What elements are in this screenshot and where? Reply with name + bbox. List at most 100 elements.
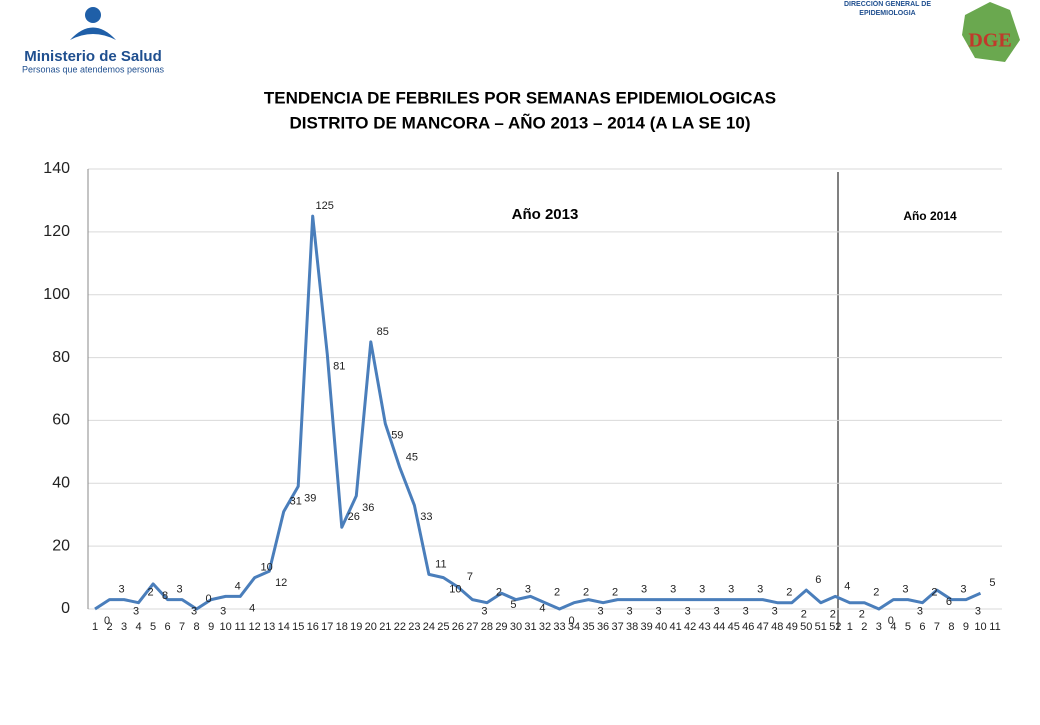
x-tick-label: 13 <box>263 621 275 633</box>
x-tick-label: 36 <box>597 621 609 633</box>
ministry-slogan: Personas que atendemos personas <box>22 64 165 74</box>
data-label: 8 <box>162 590 168 602</box>
x-tick-label: 32 <box>539 621 551 633</box>
x-tick-label: 50 <box>800 621 812 633</box>
x-tick-label: 1 <box>92 621 98 633</box>
data-label: 3 <box>220 605 226 617</box>
data-label: 3 <box>917 605 923 617</box>
x-tick-label: 10 <box>974 621 986 633</box>
data-label: 3 <box>481 605 487 617</box>
x-tick-label: 30 <box>510 621 522 633</box>
x-tick-label: 25 <box>437 621 449 633</box>
x-tick-label: 33 <box>553 621 565 633</box>
data-label: 2 <box>801 609 807 621</box>
data-label: 45 <box>406 451 418 463</box>
x-tick-label: 12 <box>249 621 261 633</box>
data-label: 4 <box>249 602 255 614</box>
data-label: 31 <box>290 495 302 507</box>
data-label: 2 <box>786 587 792 599</box>
agency-name: DIRECCIÓN GENERAL DE EPIDEMIOLOGIA <box>844 1 931 17</box>
x-tick-label: 51 <box>815 621 827 633</box>
data-label: 2 <box>496 587 502 599</box>
data-label: 3 <box>118 583 124 595</box>
data-label: 3 <box>525 583 531 595</box>
x-tick-label: 42 <box>684 621 696 633</box>
x-tick-label: 10 <box>220 621 232 633</box>
x-tick-label: 47 <box>757 621 769 633</box>
y-tick-label: 0 <box>61 600 70 617</box>
data-label: 10 <box>449 583 461 595</box>
data-label: 3 <box>902 583 908 595</box>
data-label: 3 <box>177 583 183 595</box>
x-tick-label: 9 <box>208 621 214 633</box>
dge-logo: DIRECCIÓN GENERAL DE EPIDEMIOLOGIA DGE <box>844 1 1020 62</box>
x-tick-label: 31 <box>524 621 536 633</box>
series-line <box>94 214 982 611</box>
data-label: 0 <box>568 615 574 627</box>
data-label: 6 <box>946 596 952 608</box>
map-shape <box>962 2 1020 62</box>
data-label: 3 <box>757 583 763 595</box>
x-tick-label: 26 <box>452 621 464 633</box>
data-label: 3 <box>714 605 720 617</box>
x-tick-label: 29 <box>495 621 507 633</box>
y-tick-label: 120 <box>43 223 70 240</box>
data-label: 6 <box>815 574 821 586</box>
ministry-logo: Ministerio de Salud Personas que atendem… <box>22 7 165 74</box>
data-label: 7 <box>467 571 473 583</box>
data-label: 59 <box>391 429 403 441</box>
x-tick-label: 16 <box>307 621 319 633</box>
x-tick-label: 11 <box>989 621 1000 633</box>
y-tick-label: 100 <box>43 286 70 303</box>
data-label: 36 <box>362 502 374 514</box>
data-label: 4 <box>844 580 850 592</box>
x-tick-label: 52 <box>829 621 841 633</box>
chart-subtitle: DISTRITO DE MANCORA – AÑO 2013 – 2014 (A… <box>289 112 750 132</box>
y-tick-label: 20 <box>52 537 70 554</box>
data-label: 125 <box>316 200 334 212</box>
x-tick-label: 45 <box>728 621 740 633</box>
year-annotation: Año 2014 <box>903 209 957 223</box>
data-label: 0 <box>104 615 110 627</box>
x-tick-label: 37 <box>611 621 623 633</box>
chart-title: TENDENCIA DE FEBRILES POR SEMANAS EPIDEM… <box>264 88 776 107</box>
x-tick-label: 48 <box>771 621 783 633</box>
x-tick-label: 8 <box>948 621 954 633</box>
x-tick-label: 11 <box>234 621 245 633</box>
data-label: 11 <box>435 558 446 570</box>
year-annotation: Año 2013 <box>512 206 579 223</box>
x-tick-label: 9 <box>963 621 969 633</box>
logo-arms <box>70 27 116 40</box>
agency-box: DIRECCIÓN GENERAL DE EPIDEMIOLOGIA <box>844 1 931 17</box>
x-tick-label: 4 <box>135 621 141 633</box>
ministry-name: Ministerio de Salud <box>24 48 162 65</box>
data-label: 2 <box>830 609 836 621</box>
x-tick-label: 3 <box>876 621 882 633</box>
data-label: 85 <box>377 326 389 338</box>
x-tick-label: 1 <box>847 621 853 633</box>
x-tick-label: 20 <box>365 621 377 633</box>
data-label: 2 <box>931 587 937 599</box>
x-tick-label: 46 <box>742 621 754 633</box>
data-label: 12 <box>275 577 287 589</box>
x-tick-label: 23 <box>408 621 420 633</box>
data-label: 3 <box>975 605 981 617</box>
data-label: 4 <box>235 580 241 592</box>
x-tick-label: 7 <box>934 621 940 633</box>
logo-head <box>85 7 101 23</box>
data-label: 2 <box>554 587 560 599</box>
data-label: 3 <box>728 583 734 595</box>
x-tick-label: 14 <box>278 621 290 633</box>
data-label: 3 <box>627 605 633 617</box>
x-tick-label: 2 <box>106 621 112 633</box>
data-label: 2 <box>873 587 879 599</box>
x-tick-label: 39 <box>640 621 652 633</box>
x-tick-label: 49 <box>786 621 798 633</box>
data-label: 3 <box>670 583 676 595</box>
x-tick-label: 5 <box>905 621 911 633</box>
x-tick-label: 38 <box>626 621 638 633</box>
data-label: 5 <box>989 577 995 589</box>
x-tick-label: 40 <box>655 621 667 633</box>
x-tick-label: 2 <box>861 621 867 633</box>
